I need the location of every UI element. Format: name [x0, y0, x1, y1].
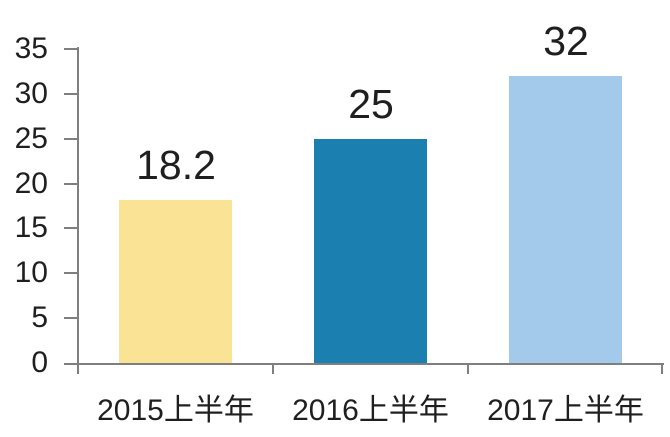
x-axis-label: 2015上半年 — [97, 394, 254, 427]
x-tick-mark — [77, 363, 79, 374]
y-tick-label: 35 — [14, 32, 48, 65]
x-axis-label: 2017上半年 — [487, 394, 644, 427]
bar — [119, 200, 232, 363]
y-tick-mark — [64, 272, 77, 274]
x-tick-mark — [661, 363, 663, 374]
y-axis-line — [77, 47, 79, 363]
bar-value-label: 25 — [348, 81, 394, 127]
bar — [509, 76, 622, 363]
y-tick-mark — [64, 48, 77, 50]
bar-value-label: 18.2 — [136, 142, 216, 188]
y-tick-label: 0 — [31, 346, 48, 379]
y-tick-mark — [64, 93, 77, 95]
y-tick-label: 25 — [14, 122, 48, 155]
bar-value-label: 32 — [543, 18, 589, 64]
x-axis-label: 2016上半年 — [292, 394, 449, 427]
y-tick-label: 10 — [14, 256, 48, 289]
y-tick-mark — [64, 317, 77, 319]
y-tick-mark — [64, 183, 77, 185]
y-tick-label: 15 — [14, 211, 48, 244]
x-axis-line — [64, 363, 664, 365]
bar — [314, 139, 427, 363]
y-tick-mark — [64, 138, 77, 140]
y-tick-label: 20 — [14, 167, 48, 200]
y-tick-label: 5 — [31, 301, 48, 334]
x-tick-mark — [467, 363, 469, 374]
y-tick-mark — [64, 227, 77, 229]
y-tick-label: 30 — [14, 77, 48, 110]
x-tick-mark — [272, 363, 274, 374]
